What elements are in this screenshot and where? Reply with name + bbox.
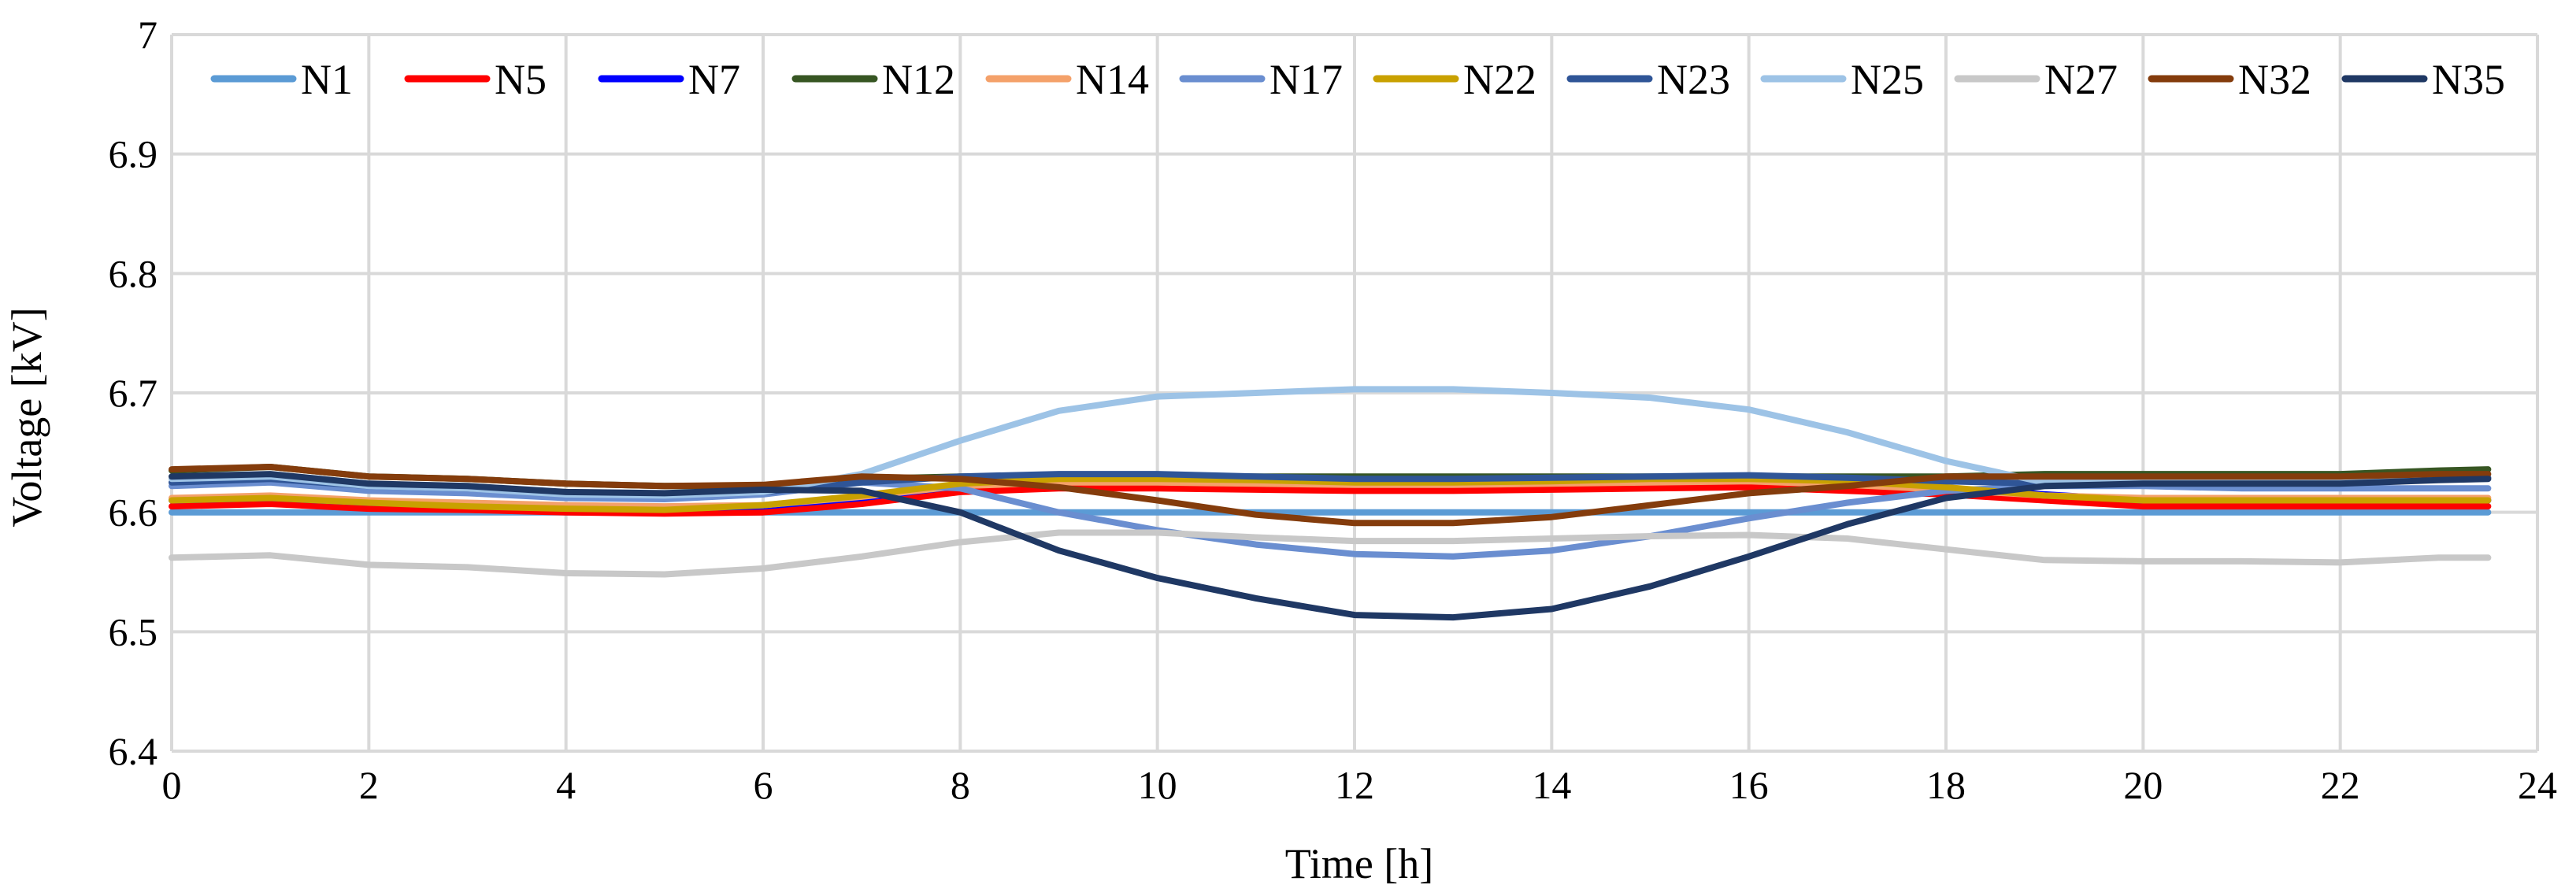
x-tick-label: 14 xyxy=(1532,763,1571,807)
legend-label: N35 xyxy=(2432,56,2505,103)
x-axis-ticks: 0 2 4 6 8 10 12 14 16 18 20 22 24 xyxy=(162,763,2558,807)
legend-label: N12 xyxy=(882,56,955,103)
legend-item-n25: N25 xyxy=(1760,56,1924,103)
x-tick-label: 2 xyxy=(359,763,379,807)
x-tick-label: 12 xyxy=(1335,763,1374,807)
series-line-n27 xyxy=(169,529,2492,578)
legend-label: N17 xyxy=(1269,56,1343,103)
y-tick-label: 6.6 xyxy=(109,491,158,535)
x-tick-label: 10 xyxy=(1138,763,1177,807)
series-line-n22 xyxy=(169,476,2492,513)
y-tick-label: 6.7 xyxy=(109,371,158,415)
legend-item-n14: N14 xyxy=(985,56,1149,103)
grid-lines xyxy=(170,33,2539,753)
y-tick-label: 7 xyxy=(138,13,158,57)
x-tick-label: 4 xyxy=(556,763,576,807)
x-tick-label: 18 xyxy=(1926,763,1966,807)
legend-item-n22: N22 xyxy=(1373,56,1536,103)
legend: N1 N5 N7 N12 N14 N17 N22 N23 N25 N27 N32 N35 xyxy=(210,56,2505,103)
legend-label: N27 xyxy=(2044,56,2118,103)
legend-label: N1 xyxy=(301,56,353,103)
series-line-n5 xyxy=(169,483,2492,517)
y-tick-label: 6.8 xyxy=(109,251,158,295)
legend-label: N5 xyxy=(495,56,547,103)
legend-item-n12: N12 xyxy=(791,56,955,103)
x-tick-label: 20 xyxy=(2123,763,2163,807)
legend-label: N14 xyxy=(1076,56,1149,103)
x-tick-label: 8 xyxy=(951,763,970,807)
legend-label: N25 xyxy=(1851,56,1924,103)
y-axis-ticks: 6.4 6.5 6.6 6.7 6.8 6.9 7 xyxy=(109,13,158,773)
legend-label: N23 xyxy=(1657,56,1730,103)
legend-item-n32: N32 xyxy=(2148,56,2311,103)
x-tick-label: 22 xyxy=(2321,763,2360,807)
x-tick-label: 6 xyxy=(754,763,773,807)
legend-item-n27: N27 xyxy=(1954,56,2118,103)
x-tick-label: 16 xyxy=(1729,763,1769,807)
legend-item-n5: N5 xyxy=(404,56,547,103)
legend-item-n35: N35 xyxy=(2341,56,2505,103)
y-tick-label: 6.4 xyxy=(109,729,158,773)
legend-item-n1: N1 xyxy=(210,56,353,103)
x-tick-label: 24 xyxy=(2518,763,2557,807)
x-tick-label: 0 xyxy=(162,763,182,807)
legend-item-n7: N7 xyxy=(598,56,740,103)
legend-label: N7 xyxy=(688,56,740,103)
y-axis-title: Voltage [kV] xyxy=(3,307,50,527)
series-line-n35 xyxy=(169,471,2492,621)
legend-label: N22 xyxy=(1463,56,1536,103)
x-axis-title: Time [h] xyxy=(1285,840,1434,887)
legend-item-n17: N17 xyxy=(1179,56,1343,103)
legend-label: N32 xyxy=(2238,56,2311,103)
series-line-n32 xyxy=(169,464,2492,527)
series-lines xyxy=(169,386,2492,621)
y-tick-label: 6.5 xyxy=(109,609,158,653)
y-tick-label: 6.9 xyxy=(109,132,158,176)
legend-item-n23: N23 xyxy=(1566,56,1730,103)
